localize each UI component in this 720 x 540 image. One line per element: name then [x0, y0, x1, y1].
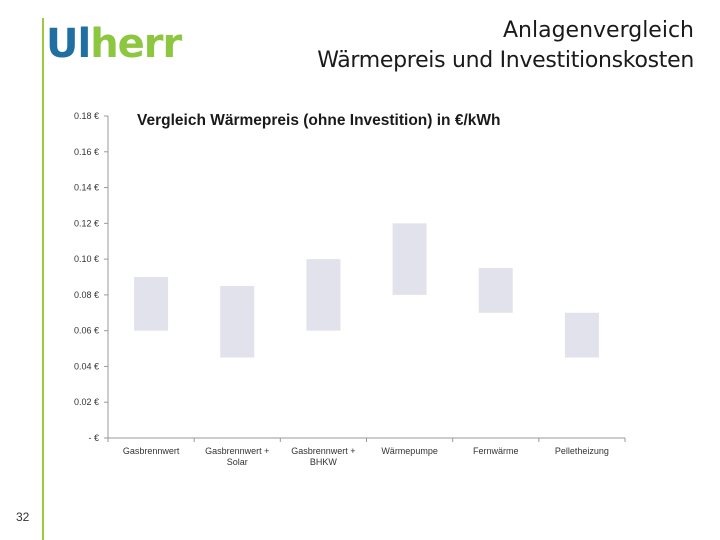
- y-tick-label: 0.16 €: [74, 147, 99, 157]
- logo-part-herr: herr: [90, 21, 182, 67]
- range-bar: [134, 277, 169, 331]
- y-tick-label: 0.12 €: [74, 218, 99, 228]
- x-tick-label: Pelletheizung: [555, 446, 609, 456]
- x-tick-label: Gasbrennwert: [123, 446, 180, 456]
- y-tick-label: 0.04 €: [74, 361, 99, 371]
- chart-title: Vergleich Wärmepreis (ohne Investition) …: [137, 112, 501, 129]
- y-tick-label: 0.14 €: [74, 183, 99, 193]
- page-number: 32: [16, 510, 30, 524]
- y-tick-label: 0.18 €: [74, 111, 99, 121]
- logo-part-ul: Ul: [46, 21, 91, 67]
- range-bar: [306, 259, 341, 331]
- x-tick-label: Fernwärme: [473, 446, 519, 456]
- x-tick-label: Wärmepumpe: [381, 446, 438, 456]
- y-tick-label: 0.08 €: [74, 290, 99, 300]
- x-tick-label: Gasbrennwert + BHKW: [291, 446, 355, 467]
- company-logo: Ulherr: [46, 21, 182, 67]
- range-bar: [220, 285, 255, 358]
- range-bar: [478, 268, 513, 313]
- y-tick-label: 0.10 €: [74, 254, 99, 264]
- y-tick-label: 0.02 €: [74, 397, 99, 407]
- y-tick-label: 0.06 €: [74, 326, 99, 336]
- range-bar: [564, 312, 599, 358]
- y-tick-label: - €: [88, 433, 99, 443]
- range-bar: [392, 223, 427, 295]
- accent-line: [42, 18, 44, 540]
- slide-header: Anlagenvergleich Wärmepreis und Investit…: [317, 16, 694, 76]
- slide-title: Anlagenvergleich: [502, 18, 694, 43]
- x-tick-label: Gasbrennwert + Solar: [205, 446, 269, 467]
- slide-subtitle: Wärmepreis und Investitionskosten: [317, 48, 694, 73]
